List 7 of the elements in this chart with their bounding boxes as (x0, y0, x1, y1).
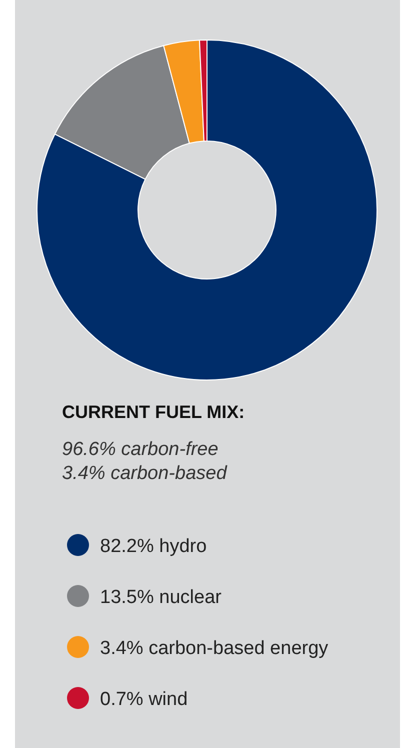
legend-label: 0.7% wind (100, 689, 188, 710)
legend-label: 13.5% nuclear (100, 587, 222, 608)
donut-slice (36, 40, 378, 380)
legend-label: 82.2% hydro (100, 536, 207, 557)
text: CURRENT FUEL MIX: (62, 402, 245, 422)
text: 96.6% carbon-free 3.4% carbon-based (62, 439, 228, 484)
legend-label: 3.4% carbon-based energy (100, 638, 329, 659)
